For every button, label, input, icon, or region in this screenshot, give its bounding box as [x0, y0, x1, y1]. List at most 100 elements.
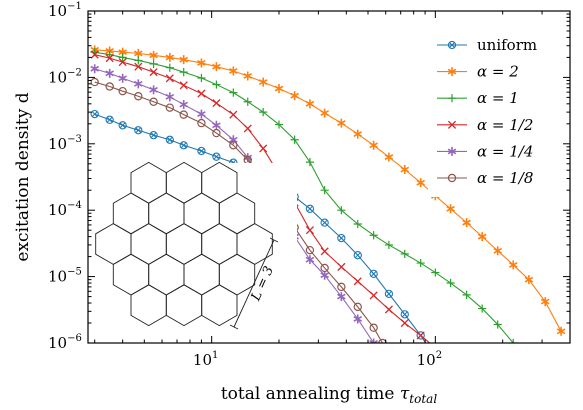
series-1-point-27 [508, 260, 518, 270]
series-3-point-19 [384, 305, 393, 314]
series-2-point-19 [384, 240, 393, 250]
legend-label: α = 1 [477, 89, 519, 107]
series-4-point-18 [369, 338, 378, 343]
legend-marker [447, 40, 457, 50]
series-4-point-6 [179, 100, 189, 110]
series-2-point-10 [243, 97, 252, 106]
series-1-point-4 [149, 50, 158, 60]
series-1-point-11 [258, 77, 268, 87]
series-5-point-2 [118, 86, 127, 96]
x-axis-ticks: 101 102 [94, 11, 571, 369]
series-5-point-8 [212, 128, 221, 138]
series-5-point-3 [134, 92, 143, 101]
series-1-point-10 [243, 71, 253, 81]
inset-hexagons [95, 161, 273, 327]
legend-entry-0: uniform [437, 36, 537, 54]
series-5-point-6 [179, 110, 188, 119]
legend-entry-5: α = 1/8 [437, 169, 533, 187]
series-1-point-23 [446, 204, 455, 214]
series-2-point-7 [197, 73, 206, 83]
series-3-point-4 [149, 68, 158, 77]
series-2-point-6 [179, 68, 188, 77]
series-4-point-17 [353, 314, 363, 324]
series-0-point-20 [400, 310, 409, 319]
series-3-point-8 [212, 99, 221, 108]
series-2-point-3 [134, 56, 143, 65]
series-0-point-4 [149, 130, 158, 140]
series-1-point-14 [305, 99, 315, 109]
series-1-point-13 [290, 91, 299, 101]
series-0-point-7 [197, 146, 206, 156]
series-2-point-13 [290, 135, 299, 144]
series-5-point-14 [305, 245, 315, 255]
series-4-point-1 [105, 68, 114, 78]
series-2-point-16 [337, 206, 346, 215]
series-2-point-2 [118, 53, 127, 62]
series-0-point-15 [320, 218, 329, 227]
series-2-point-26 [493, 320, 502, 329]
series-1-point-12 [274, 84, 284, 94]
series-1-point-9 [229, 66, 238, 76]
series-3-point-17 [353, 277, 362, 286]
series-5-point-17 [353, 302, 362, 312]
y-axis-ticks: 10−610−510−410−310−210−1 [48, 1, 570, 352]
series-5-point-7 [197, 118, 206, 128]
legend-entry-3: α = 1/2 [437, 116, 533, 134]
legend-label: α = 2 [477, 63, 519, 81]
series-4-point-3 [134, 79, 143, 89]
series-4-point-15 [320, 270, 329, 280]
series-1-point-8 [212, 62, 221, 72]
series-3-point-3 [134, 62, 143, 71]
series-4-point-4 [149, 85, 158, 95]
series-4-point-16 [337, 292, 346, 302]
series-1-point-21 [416, 178, 425, 188]
series-1-point-18 [369, 140, 378, 150]
series-4-point-8 [212, 120, 221, 130]
series-2-point-14 [305, 158, 315, 167]
series-1-point-29 [540, 297, 550, 307]
series-3-point-15 [320, 247, 329, 256]
series-1-point-30 [556, 326, 566, 336]
series-5-point-15 [320, 263, 329, 273]
series-1-point-16 [337, 118, 346, 128]
series-0-point-19 [384, 289, 394, 298]
series-4-point-7 [197, 109, 206, 119]
series-2-point-12 [274, 120, 284, 129]
series-0-point-5 [165, 135, 174, 144]
series-2-point-8 [212, 80, 221, 89]
series-1-point-17 [353, 129, 363, 139]
series-0-point-18 [369, 269, 378, 279]
series-2-point-24 [462, 290, 471, 300]
series-0-point-6 [179, 141, 188, 150]
series-3-point-10 [243, 124, 252, 133]
series-1-point-25 [477, 232, 487, 242]
series-1-point-28 [524, 275, 534, 285]
series-2-point-21 [416, 258, 425, 268]
series-3-point-9 [229, 110, 238, 119]
series-0-point-14 [305, 204, 315, 213]
series-1-point-6 [179, 55, 189, 65]
series-1-point-15 [320, 108, 329, 118]
series-2-point-18 [369, 231, 378, 240]
series-2-point-23 [446, 278, 455, 288]
series-1-point-7 [197, 58, 206, 68]
series-4-point-2 [118, 73, 127, 83]
series-0-point-8 [212, 152, 221, 161]
series-2-point-11 [259, 108, 268, 117]
series-line-2 [94, 51, 514, 343]
plot-frame [87, 10, 571, 344]
y-axis-label: excitation density d [13, 92, 33, 261]
series-3-point-6 [179, 81, 188, 90]
series-3-point-14 [305, 226, 314, 235]
inset-measure-ends [229, 237, 279, 330]
series-0-point-1 [105, 115, 114, 124]
legend-entry-4: α = 1/4 [437, 142, 533, 160]
series-4-point-5 [165, 92, 175, 102]
legend: uniform α = 2 α = 1 α = 1/2 α = 1/4 α = 1/8 [428, 31, 562, 197]
series-5-point-1 [105, 82, 114, 91]
legend-entry-1: α = 2 [437, 63, 519, 81]
series-2-point-17 [353, 219, 362, 229]
x-tick-label: 102 [417, 350, 442, 369]
legend-marker [447, 146, 457, 156]
